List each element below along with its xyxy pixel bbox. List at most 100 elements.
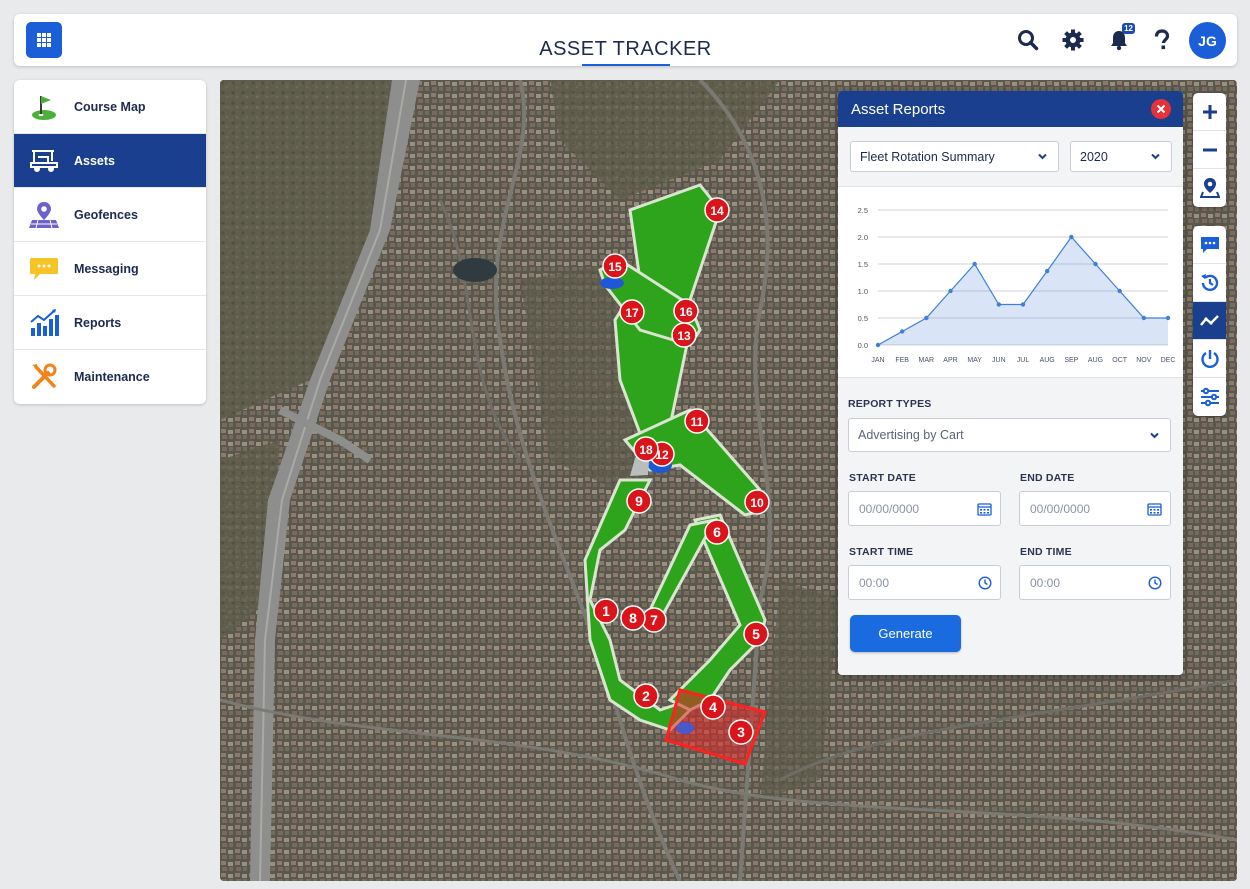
hole-marker[interactable]: 2 [633, 683, 659, 709]
app-title: ASSET TRACKER [539, 38, 712, 60]
search-button[interactable] [1014, 26, 1042, 54]
map-zoom-controls [1193, 93, 1226, 207]
hole-number: 13 [677, 329, 691, 343]
hole-number: 9 [635, 493, 643, 509]
sidebar-item-maintenance[interactable]: Maintenance [14, 350, 206, 404]
help-button[interactable] [1148, 26, 1176, 54]
hole-marker[interactable]: 13 [671, 322, 697, 348]
hole-number: 14 [710, 204, 724, 218]
hole-number: 17 [625, 306, 639, 320]
trend-report-button[interactable] [1193, 302, 1226, 340]
clock-icon[interactable] [1148, 576, 1162, 590]
hole-marker[interactable]: 8 [620, 605, 646, 631]
calendar-icon[interactable] [977, 502, 992, 516]
report-select[interactable]: Fleet Rotation Summary [850, 141, 1059, 172]
hole-marker[interactable]: 9 [626, 488, 652, 514]
hole-marker[interactable]: 11 [684, 408, 710, 434]
fleet-rotation-chart: 0.0 0.5 1.0 1.5 2.0 2.5 JAN FEB MAR APR MAY JUN JUL A… [838, 186, 1183, 378]
start-date-placeholder: 00/00/0000 [859, 501, 920, 516]
hole-marker[interactable]: 14 [704, 197, 730, 223]
sidebar-item-assets[interactable]: Assets [14, 134, 206, 188]
bell-icon [1111, 31, 1127, 51]
golf-cart-icon [14, 134, 74, 188]
x-tick-label: SEP [1064, 357, 1078, 364]
start-date-input[interactable]: 00/00/0000 [848, 491, 1001, 526]
sidebar-item-geofences[interactable]: Geofences [14, 188, 206, 242]
zoom-in-button[interactable] [1193, 93, 1226, 131]
end-date-label: END DATE [1020, 472, 1075, 484]
hole-marker[interactable]: 18 [633, 436, 659, 462]
generate-button[interactable]: Generate [850, 615, 961, 652]
search-icon [1018, 30, 1039, 51]
hole-marker[interactable]: 16 [673, 298, 699, 324]
x-tick-label: JUL [1017, 357, 1030, 364]
history-icon [1200, 273, 1218, 291]
hole-marker[interactable]: 3 [728, 719, 754, 745]
sidebar-item-reports[interactable]: Reports [14, 296, 206, 350]
hole-marker[interactable]: 7 [641, 607, 667, 633]
report-type-select[interactable]: Advertising by Cart [848, 418, 1171, 452]
start-time-label: START TIME [849, 546, 914, 558]
hole-marker[interactable]: 4 [700, 694, 726, 720]
year-select-value: 2020 [1080, 149, 1108, 164]
history-button[interactable] [1193, 264, 1226, 302]
hole-number: 16 [679, 305, 693, 319]
chevron-down-icon [1150, 432, 1159, 439]
sidebar-item-course-map[interactable]: Course Map [14, 80, 206, 134]
title-underline [582, 64, 670, 66]
calendar-icon[interactable] [1147, 502, 1162, 516]
hole-marker[interactable]: 15 [602, 253, 628, 279]
x-tick-label: AUG [1040, 357, 1055, 364]
hole-number: 8 [629, 610, 637, 626]
zoom-out-button[interactable] [1193, 131, 1226, 169]
data-point [1165, 315, 1171, 321]
top-header: ASSET TRACKER 12 JG [14, 14, 1237, 66]
end-date-placeholder: 00/00/0000 [1030, 501, 1091, 516]
start-time-placeholder: 00:00 [859, 575, 890, 590]
start-time-input[interactable]: 00:00 [848, 565, 1001, 600]
map-pin-icon [1199, 178, 1220, 198]
hole-marker[interactable]: 1 [593, 598, 619, 624]
hole-marker[interactable]: 5 [743, 621, 769, 647]
year-select[interactable]: 2020 [1070, 141, 1172, 172]
y-tick-label: 0.0 [858, 341, 868, 350]
locate-button[interactable] [1193, 169, 1226, 207]
y-tick-label: 0.5 [858, 314, 868, 323]
data-point [1044, 268, 1050, 274]
y-tick-label: 2.0 [858, 233, 868, 242]
report-type-value: Advertising by Cart [858, 428, 964, 442]
clock-icon[interactable] [978, 576, 992, 590]
hole-number: 4 [709, 699, 717, 715]
x-tick-label: MAY [967, 357, 982, 364]
x-tick-label: AUG [1088, 357, 1103, 364]
hole-marker[interactable]: 6 [704, 519, 730, 545]
filter-settings-button[interactable] [1193, 378, 1226, 416]
x-tick-label: MAR [919, 357, 935, 364]
chart-svg: 0.0 0.5 1.0 1.5 2.0 2.5 JAN FEB MAR APR MAY JUN JUL A… [858, 206, 1176, 364]
data-point [972, 261, 977, 267]
apps-grid-button[interactable] [26, 22, 62, 58]
sidebar-item-label: Reports [74, 315, 122, 330]
sidebar-item-label: Assets [74, 153, 115, 168]
close-button[interactable] [1151, 99, 1171, 119]
end-date-input[interactable]: 00/00/0000 [1019, 491, 1171, 526]
sliders-icon [1200, 387, 1219, 407]
hole-number: 18 [639, 443, 653, 457]
hole-marker[interactable]: 10 [744, 489, 770, 515]
settings-button[interactable] [1059, 26, 1087, 54]
hole-number: 2 [642, 688, 650, 704]
hole-marker[interactable]: 17 [619, 299, 645, 325]
end-time-input[interactable]: 00:00 [1019, 565, 1171, 600]
x-tick-label: DEC [1161, 357, 1176, 364]
user-avatar[interactable]: JG [1189, 22, 1226, 59]
chevron-down-icon [1151, 153, 1160, 160]
power-button[interactable] [1193, 340, 1226, 378]
hole-number: 1 [602, 603, 610, 619]
hole-number: 10 [750, 496, 764, 510]
message-layer-button[interactable] [1193, 226, 1226, 264]
geofence-pin-icon [14, 188, 74, 242]
sidebar-item-messaging[interactable]: Messaging [14, 242, 206, 296]
sidebar-item-label: Geofences [74, 207, 138, 222]
notifications-button[interactable]: 12 [1105, 23, 1135, 54]
x-tick-label: JAN [871, 357, 884, 364]
